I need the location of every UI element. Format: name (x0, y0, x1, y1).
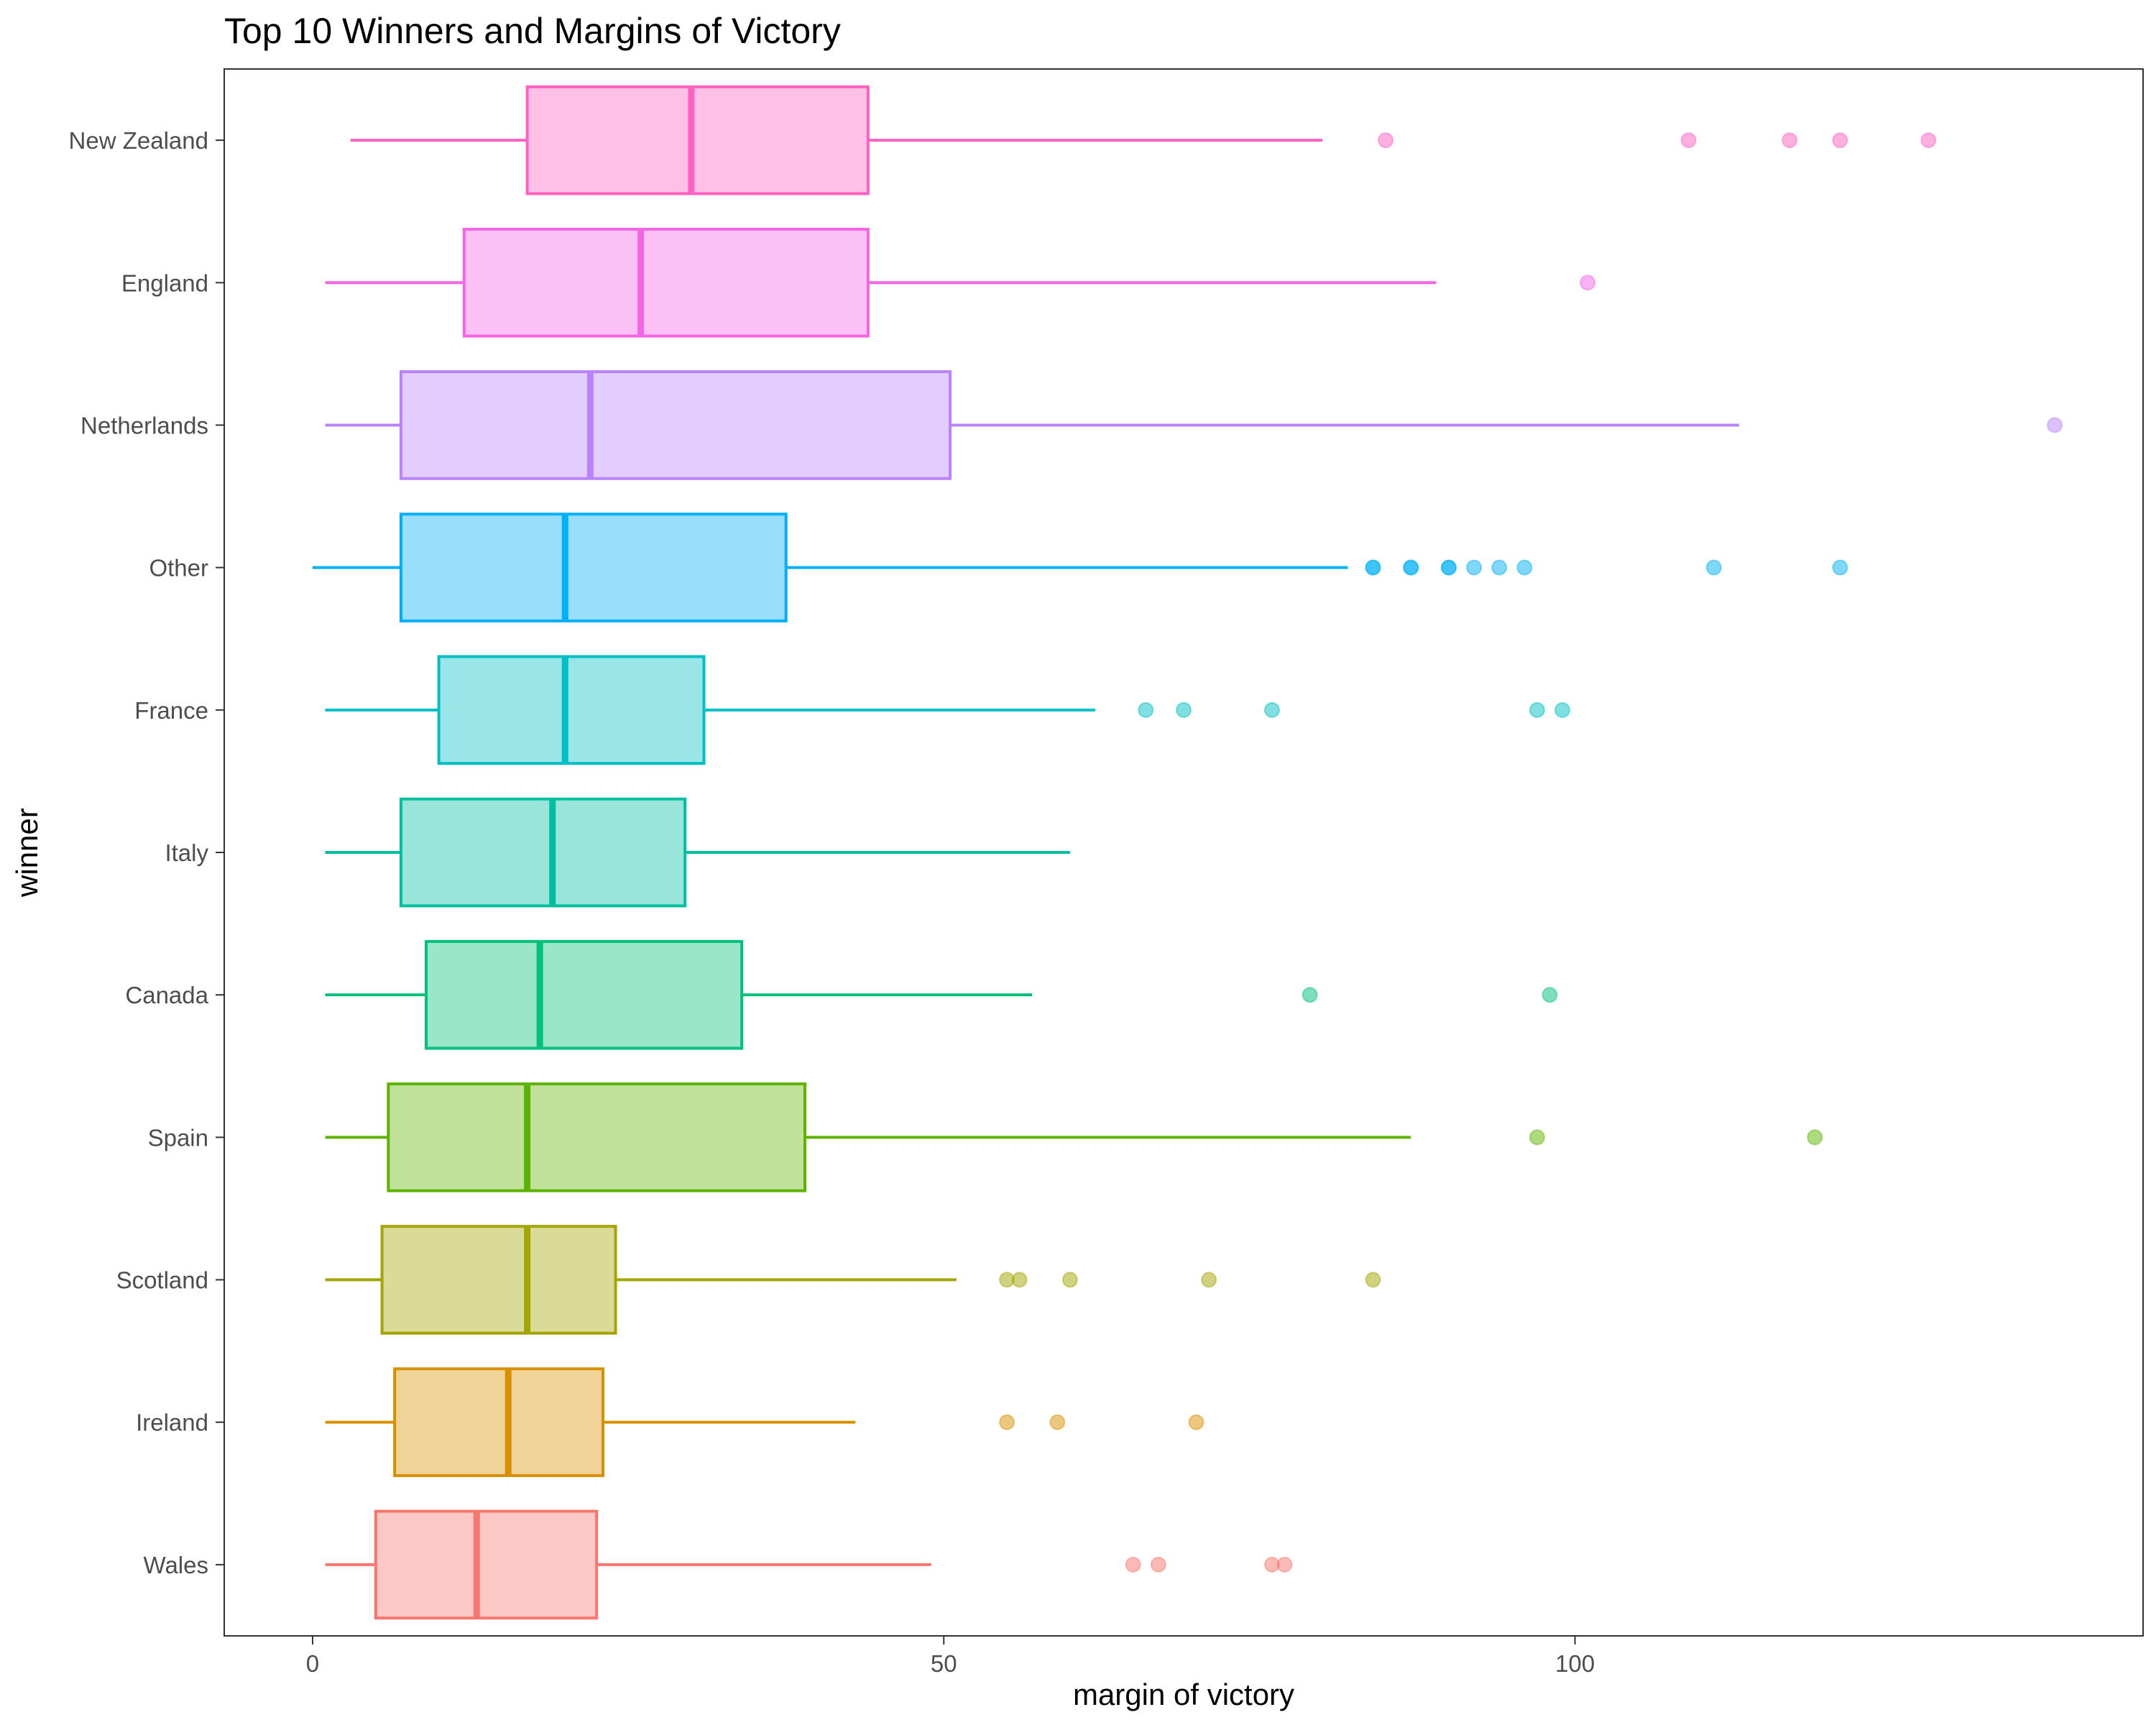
box-england (325, 227, 1596, 338)
outlier-point (1176, 702, 1192, 718)
y-tick-label: New Zealand (69, 127, 208, 154)
iqr-box (525, 85, 870, 196)
outlier-point (1049, 1414, 1066, 1430)
outlier-point (1138, 702, 1154, 718)
box-new-zealand (350, 85, 1937, 196)
box-italy (325, 797, 1070, 908)
iqr-box (437, 655, 706, 765)
outlier-point (1466, 559, 1483, 576)
y-tick-label: France (134, 697, 208, 724)
outlier-point (1529, 702, 1545, 718)
outlier-point (1920, 132, 1937, 149)
outlier-point (1403, 559, 1419, 576)
y-tick-label: Canada (125, 982, 208, 1008)
outlier-point (1832, 559, 1848, 576)
outlier-point (1529, 1129, 1545, 1146)
x-tick-label: 50 (931, 1650, 957, 1677)
outlier-point (2047, 417, 2063, 433)
outlier-point (1832, 132, 1848, 149)
outlier-point (1061, 1271, 1078, 1288)
outlier-point (1542, 987, 1558, 1003)
iqr-box (399, 797, 687, 908)
box-canada (325, 939, 1558, 1050)
outlier-point (1440, 559, 1457, 576)
x-axis: 0 50 100 (306, 1636, 1595, 1677)
box-france (325, 655, 1570, 765)
outlier-point (1302, 987, 1318, 1003)
box-spain (325, 1082, 1823, 1192)
outlier-point (1807, 1129, 1823, 1146)
box-ireland (325, 1367, 1204, 1478)
outlier-point (999, 1414, 1015, 1430)
y-tick-label: Netherlands (80, 412, 208, 438)
outlier-point (1263, 702, 1280, 718)
y-tick-label: Other (149, 555, 208, 581)
outlier-point (1378, 132, 1394, 149)
iqr-box (380, 1225, 617, 1335)
x-tick-label: 0 (306, 1650, 319, 1677)
iqr-box (399, 512, 788, 622)
outlier-point (1580, 275, 1596, 291)
outlier-point (1365, 559, 1381, 576)
box-netherlands (325, 370, 2063, 480)
iqr-box (425, 939, 744, 1050)
iqr-box (399, 370, 952, 480)
iqr-box (393, 1367, 604, 1478)
outlier-point (1705, 559, 1722, 576)
x-tick-label: 100 (1555, 1650, 1595, 1677)
y-axis: New Zealand England Netherlands Other France… (69, 127, 224, 1578)
outlier-point (1125, 1556, 1141, 1573)
outlier-point (1150, 1556, 1166, 1573)
y-tick-label: Spain (148, 1124, 208, 1151)
outlier-point (1554, 702, 1570, 718)
iqr-box (387, 1082, 807, 1192)
box-other (312, 512, 1848, 622)
x-axis-title: margin of victory (1073, 1678, 1294, 1711)
box-wales (325, 1509, 1293, 1620)
y-axis-title: winner (10, 808, 44, 898)
y-tick-label: Italy (165, 840, 208, 866)
outlier-point (1201, 1271, 1217, 1288)
outlier-point (1516, 559, 1533, 576)
outlier-point (1365, 1271, 1381, 1288)
y-tick-label: Wales (144, 1552, 208, 1578)
iqr-box (462, 227, 870, 338)
outlier-point (1188, 1414, 1204, 1430)
outlier-point (1276, 1556, 1293, 1573)
outlier-point (1011, 1271, 1028, 1288)
chart-title: Top 10 Winners and Margins of Victory (224, 11, 841, 51)
iqr-box (374, 1509, 599, 1620)
y-tick-label: Scotland (116, 1267, 208, 1294)
y-tick-label: England (121, 270, 208, 296)
outlier-point (1491, 559, 1508, 576)
outlier-point (1782, 132, 1798, 149)
box-scotland (325, 1225, 1381, 1335)
boxes-layer (312, 85, 2063, 1620)
outlier-point (1680, 132, 1697, 149)
y-tick-label: Ireland (136, 1409, 208, 1436)
